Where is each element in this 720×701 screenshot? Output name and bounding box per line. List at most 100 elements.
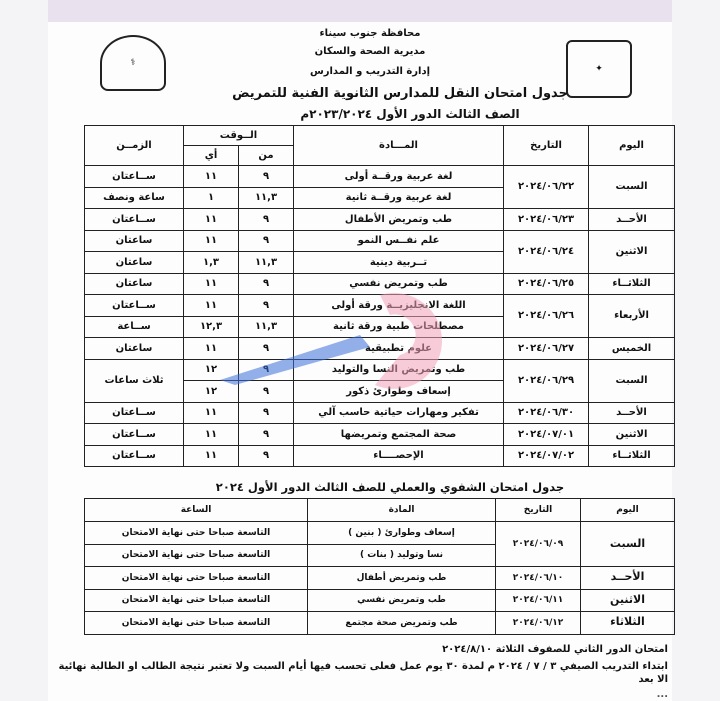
duration-cell: ســاعتان bbox=[84, 423, 184, 446]
subject-cell: طب وتمريض أطفال bbox=[307, 566, 496, 590]
date-cell: ٢٠٢٤/٠٦/٢٣ bbox=[503, 208, 590, 231]
day-cell: الأحــد bbox=[588, 208, 676, 231]
day-cell: الاثنين bbox=[588, 423, 676, 446]
day-cell: الاثنين bbox=[580, 588, 675, 612]
header-hour: الساعة bbox=[84, 498, 308, 522]
time-from-cell: ٩ bbox=[238, 380, 295, 403]
duration-cell: ســاعتان bbox=[84, 401, 184, 424]
date-cell: ٢٠٢٤/٠٦/٢٩ bbox=[503, 358, 590, 403]
time-to-cell: ١٢ bbox=[182, 380, 240, 403]
subject-cell: نسا وتوليد ( بنات ) bbox=[307, 543, 496, 567]
table-row: الاثنين ٢٠٢٤/٠٦/٢٤ علم نفــس النمو ٩ ١١ ساعتا… bbox=[84, 229, 676, 274]
table-row: السبت ٢٠٢٤/٠٦/٢٩ طب وتمريض النسا والتوليد ٩… bbox=[84, 358, 676, 403]
day-cell: السبت bbox=[588, 358, 676, 403]
header-day: اليوم bbox=[588, 125, 676, 166]
time-to-cell: ١,٣ bbox=[182, 251, 240, 274]
table-row: الأربعاء ٢٠٢٤/٠٦/٢٦ اللغة الانجليزيــة ورق… bbox=[84, 294, 676, 338]
governorate-emblem-logo: ✦ bbox=[566, 40, 632, 98]
exam-schedule-table: اليوم التاريخ المـــادة الــوقت الزمــن … bbox=[84, 125, 676, 467]
subject-cell: تــربية دينية bbox=[293, 251, 505, 274]
header-department: إدارة التدريب و المدارس bbox=[309, 66, 431, 77]
header-to: أي bbox=[182, 145, 240, 166]
time-to-cell: ١١ bbox=[182, 423, 240, 446]
header-date: التاريخ bbox=[503, 125, 590, 166]
table-row: الاثنين ٢٠٢٤/٠٧/٠١ صحة المجتمع وتمريضها ٩ ١١… bbox=[84, 423, 676, 446]
date-cell: ٢٠٢٤/٠٦/١١ bbox=[495, 588, 581, 612]
table-row: الاثنين ٢٠٢٤/٠٦/١١ طب وتمريض نفسي التاسعة ص… bbox=[84, 588, 675, 612]
hour-cell: التاسعة صباحا حتى نهاية الامتحان bbox=[84, 521, 308, 545]
time-to-cell: ١٢ bbox=[182, 358, 240, 381]
subject-cell: تفكير ومهارات حياتية حاسب آلي bbox=[293, 401, 505, 424]
table-row: الخميس ٢٠٢٤/٠٦/٢٧ علوم تطبيقية ٩ ١١ ساعتان bbox=[84, 337, 676, 360]
table-row: الثلاثاء ٢٠٢٤/٠٦/١٢ طب وتمريض صحة مجتمع الت… bbox=[84, 611, 675, 635]
subject-cell: لغة عربية ورقــة ثانية bbox=[293, 186, 505, 209]
date-cell: ٢٠٢٤/٠٦/٠٩ bbox=[495, 521, 581, 567]
subject-cell: الإحصــــاء bbox=[293, 444, 505, 467]
header-day: اليوم bbox=[580, 498, 675, 522]
duration-cell: ســاعتان bbox=[84, 294, 184, 317]
date-cell: ٢٠٢٤/٠٦/٢٢ bbox=[503, 165, 590, 209]
header-date: التاريخ bbox=[495, 498, 581, 522]
subject-cell: علم نفــس النمو bbox=[293, 229, 505, 252]
time-to-cell: ١١ bbox=[182, 272, 240, 295]
subject-cell: اللغة الانجليزيــة ورقة أولى bbox=[293, 294, 505, 317]
header-subject: المادة bbox=[307, 498, 496, 522]
time-from-cell: ٩ bbox=[238, 272, 295, 295]
time-to-cell: ١ bbox=[182, 186, 240, 209]
duration-cell: ثلاث ساعات bbox=[84, 358, 184, 403]
day-cell: الثلاثــاء bbox=[588, 444, 676, 467]
oral-exam-title: جدول امتحان الشفوي والعملي للصف الثالث ا… bbox=[215, 480, 565, 494]
table-row: الثلاثــاء ٢٠٢٤/٠٦/٢٥ طب وتمريض نفسي ٩ ١١ ساع… bbox=[84, 272, 676, 295]
date-cell: ٢٠٢٤/٠٦/١٠ bbox=[495, 566, 581, 590]
time-from-cell: ٩ bbox=[238, 208, 295, 231]
duration-cell: ســاعتان bbox=[84, 165, 184, 188]
day-cell: الاثنين bbox=[588, 229, 676, 274]
time-to-cell: ١١ bbox=[182, 229, 240, 252]
table-row: نسا وتوليد ( بنات ) التاسعة صباحا حتى نها… bbox=[84, 543, 675, 567]
time-from-cell: ٩ bbox=[238, 337, 295, 360]
time-from-cell: ٩ bbox=[238, 165, 295, 188]
time-from-cell: ١١,٣ bbox=[238, 186, 295, 209]
date-cell: ٢٠٢٤/٠٦/٢٥ bbox=[503, 272, 590, 295]
time-to-cell: ١١ bbox=[182, 337, 240, 360]
subject-cell: علوم تطبيقية bbox=[293, 337, 505, 360]
day-cell: الأحــد bbox=[588, 401, 676, 424]
subject-cell: طب وتمريض نفسي bbox=[307, 588, 496, 612]
header-governorate: محافظة جنوب سيناء bbox=[319, 28, 421, 39]
time-from-cell: ١١,٣ bbox=[238, 315, 295, 338]
time-to-cell: ١١ bbox=[182, 294, 240, 317]
table-row: الأحــد ٢٠٢٤/٠٦/٣٠ تفكير ومهارات حياتية حا… bbox=[84, 401, 676, 424]
date-cell: ٢٠٢٤/٠٧/٠١ bbox=[503, 423, 590, 446]
header-directorate: مديرية الصحة والسكان bbox=[314, 46, 426, 57]
date-cell: ٢٠٢٤/٠٦/٢٦ bbox=[503, 294, 590, 338]
duration-cell: ساعتان bbox=[84, 229, 184, 252]
summer-training-note: ابتداء التدريب الصيفي ٣ / ٧ / ٢٠٢٤ م لمد… bbox=[58, 661, 668, 685]
duration-cell: ساعة ونصف bbox=[84, 186, 184, 209]
table-row: السبت ٢٠٢٤/٠٦/٠٩ إسعاف وطوارئ ( بنين ) التا… bbox=[84, 521, 675, 567]
date-cell: ٢٠٢٤/٠٧/٠٢ bbox=[503, 444, 590, 467]
subject-cell: طب وتمريض صحة مجتمع bbox=[307, 611, 496, 635]
hour-cell: التاسعة صباحا حتى نهاية الامتحان bbox=[84, 611, 308, 635]
hour-cell: التاسعة صباحا حتى نهاية الامتحان bbox=[84, 588, 308, 612]
day-cell: الثلاثــاء bbox=[588, 272, 676, 295]
time-to-cell: ١١ bbox=[182, 401, 240, 424]
time-from-cell: ٩ bbox=[238, 294, 295, 317]
table-row: الأحــد ٢٠٢٤/٠٦/٢٣ طب وتمريض الأطفال ٩ ١١ ســ… bbox=[84, 208, 676, 231]
hour-cell: التاسعة صباحا حتى نهاية الامتحان bbox=[84, 543, 308, 567]
time-to-cell: ١١ bbox=[182, 444, 240, 467]
ministry-emblem-logo: ⚕ bbox=[100, 35, 166, 91]
header-duration: الزمــن bbox=[84, 125, 184, 166]
table-row: الثلاثــاء ٢٠٢٤/٠٧/٠٢ الإحصــــاء ٩ ١١ ســاعت… bbox=[84, 444, 676, 467]
subject-cell: صحة المجتمع وتمريضها bbox=[293, 423, 505, 446]
time-to-cell: ١١ bbox=[182, 208, 240, 231]
duration-cell: ساعتان bbox=[84, 251, 184, 274]
top-band bbox=[48, 0, 672, 22]
duration-cell: ســاعتان bbox=[84, 444, 184, 467]
subject-cell: مصطلحات طبية ورقة ثانية bbox=[293, 315, 505, 338]
subject-cell: إسعاف وطوارئ ( بنين ) bbox=[307, 521, 496, 545]
date-cell: ٢٠٢٤/٠٦/٣٠ bbox=[503, 401, 590, 424]
duration-cell: ســاعتان bbox=[84, 208, 184, 231]
date-cell: ٢٠٢٤/٠٦/٢٤ bbox=[503, 229, 590, 274]
table-row: لغة عربية ورقــة ثانية ١١,٣ ١ ساعة ونصف bbox=[84, 186, 675, 209]
time-from-cell: ٩ bbox=[238, 401, 295, 424]
